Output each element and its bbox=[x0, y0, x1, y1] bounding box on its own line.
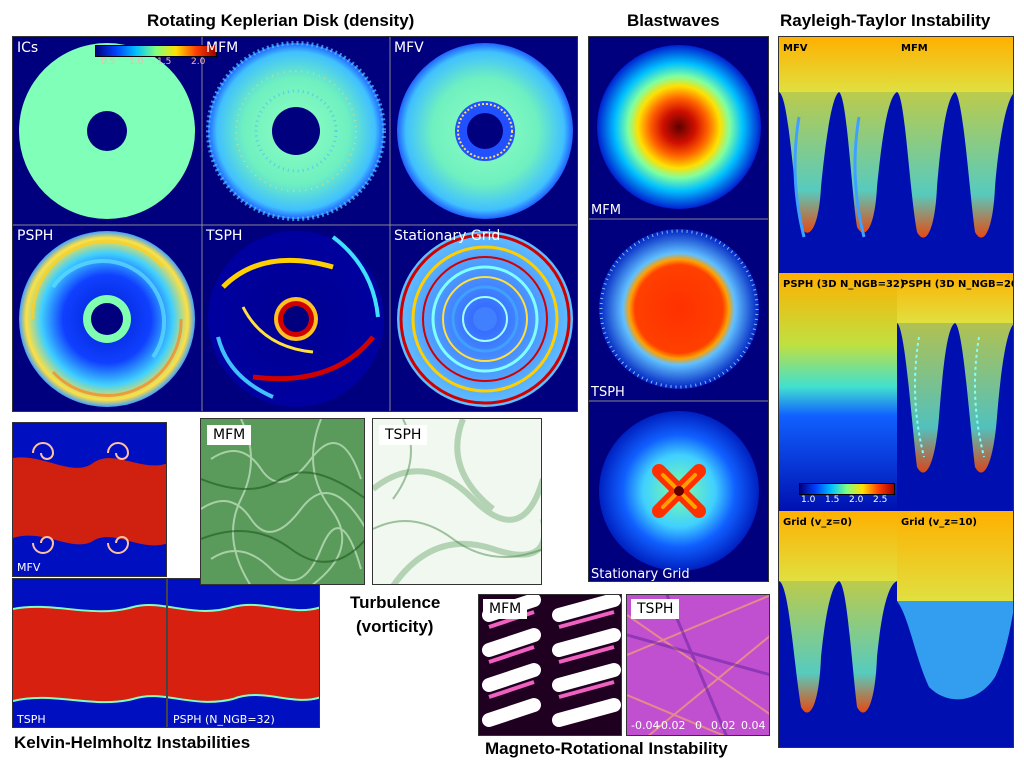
blastwaves-title: Blastwaves bbox=[627, 11, 720, 30]
blast-label-grid: Stationary Grid bbox=[591, 567, 690, 582]
disk-grid bbox=[397, 231, 573, 407]
kh-label-mfv: MFV bbox=[17, 561, 41, 574]
blastwave-svg bbox=[589, 45, 768, 571]
kh-bottom-svg bbox=[13, 579, 319, 727]
rt-mfv bbox=[779, 37, 897, 273]
rt-label-grid-vz10: Grid (v_z=10) bbox=[901, 517, 977, 528]
rt-title: Rayleigh-Taylor Instability bbox=[780, 11, 991, 30]
mri-tick: -0.04 bbox=[631, 719, 660, 732]
rt-colorbar bbox=[799, 483, 895, 495]
kh-title: Kelvin-Helmholtz Instabilities bbox=[14, 733, 251, 752]
kepler-cb-tick: 1.0 bbox=[129, 57, 144, 67]
rt-grid-vz10 bbox=[897, 511, 1013, 747]
rt-cb-tick: 2.5 bbox=[873, 495, 888, 505]
turb-mfm: MFM bbox=[200, 418, 365, 585]
kepler-grid: 0.5 1.0 1.5 2.0 ICs MFM MFV PSPH TSPH St… bbox=[12, 36, 578, 412]
disk-ics bbox=[19, 43, 195, 219]
mri-mfm: MFM bbox=[478, 594, 622, 736]
rt-cb-tick: 1.0 bbox=[801, 495, 816, 505]
vorticity-title: (vorticity) bbox=[356, 617, 434, 636]
turb-tsph: TSPH bbox=[372, 418, 542, 585]
disk-tsph bbox=[208, 231, 384, 407]
turb-label-tsph: TSPH bbox=[379, 425, 428, 445]
turb-mfm-svg bbox=[201, 419, 364, 584]
blast-label-mfm: MFM bbox=[591, 203, 621, 218]
mri-title: Magneto-Rotational Instability bbox=[485, 739, 728, 758]
mri-tsph: TSPH -0.04 -0.02 0 0.02 0.04 bbox=[626, 594, 770, 736]
rt-cb-tick: 1.5 bbox=[825, 495, 840, 505]
turbulence-title: Turbulence bbox=[350, 593, 441, 612]
mri-tick: 0 bbox=[695, 719, 702, 732]
turb-label-mfm: MFM bbox=[207, 425, 252, 445]
disk-mfv bbox=[397, 43, 573, 219]
rt-label-mfm: MFM bbox=[901, 43, 928, 54]
mri-label-tsph: TSPH bbox=[631, 599, 680, 619]
rt-mfm bbox=[897, 37, 1013, 273]
kepler-label-grid: Stationary Grid bbox=[394, 228, 501, 244]
blast-label-tsph: TSPH bbox=[591, 385, 625, 400]
kepler-label-psph: PSPH bbox=[17, 228, 54, 244]
kepler-title: Rotating Keplerian Disk (density) bbox=[147, 11, 415, 30]
rt-grid-vz0 bbox=[779, 511, 897, 747]
rt-grid: 1.0 1.5 2.0 2.5 MFV MFM PSPH (3D N_NGB=3… bbox=[778, 36, 1014, 748]
disk-mfm bbox=[206, 41, 386, 221]
mri-tick: 0.04 bbox=[741, 719, 766, 732]
rt-label-psph-32: PSPH (3D N_NGB=32) bbox=[783, 279, 905, 290]
mri-tick: 0.02 bbox=[711, 719, 736, 732]
kh-label-tsph: TSPH bbox=[17, 713, 46, 726]
kepler-label-mfm: MFM bbox=[206, 40, 239, 56]
blastwave-column: MFM TSPH Stationary Grid bbox=[588, 36, 769, 582]
rt-psph-32 bbox=[779, 273, 897, 511]
kepler-label-tsph: TSPH bbox=[206, 228, 243, 244]
kepler-disks-svg bbox=[13, 37, 577, 411]
rt-label-psph-200: PSPH (3D N_NGB=200) bbox=[901, 279, 1013, 290]
turb-tsph-svg bbox=[373, 419, 541, 584]
rt-cb-tick: 2.0 bbox=[849, 495, 864, 505]
kh-mfv: MFV bbox=[12, 422, 167, 577]
rt-label-grid-vz0: Grid (v_z=0) bbox=[783, 517, 853, 528]
rt-psph-200 bbox=[897, 273, 1013, 511]
kh-mfv-svg bbox=[13, 442, 166, 554]
disk-psph bbox=[19, 231, 195, 407]
mri-label-mfm: MFM bbox=[483, 599, 528, 619]
blast-tsph bbox=[599, 229, 759, 389]
kepler-cb-tick: 2.0 bbox=[191, 57, 206, 67]
rt-svg bbox=[779, 37, 1013, 747]
kepler-cb-tick: 0.5 bbox=[101, 57, 116, 67]
kepler-cb-tick: 1.5 bbox=[157, 57, 172, 67]
blast-mfm bbox=[597, 45, 761, 209]
kepler-label-ics: ICs bbox=[17, 40, 39, 56]
kh-bottom: TSPH PSPH (N_NGB=32) bbox=[12, 578, 320, 728]
rt-label-mfv: MFV bbox=[783, 43, 808, 54]
kepler-label-mfv: MFV bbox=[394, 40, 424, 56]
mri-tick: -0.02 bbox=[657, 719, 686, 732]
kh-label-psph: PSPH (N_NGB=32) bbox=[173, 713, 275, 726]
kepler-colorbar bbox=[95, 45, 217, 57]
blast-grid bbox=[599, 411, 759, 571]
